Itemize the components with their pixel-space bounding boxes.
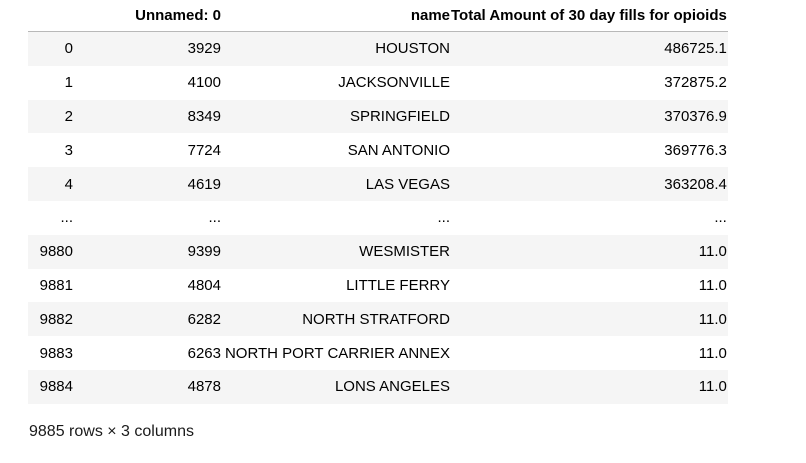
cell-total: 372875.2 bbox=[664, 74, 727, 92]
column-header-name: name bbox=[222, 0, 451, 32]
dataframe-shape-text: 9885 rows × 3 columns bbox=[29, 423, 194, 440]
table-row: 9882 6282 NORTH STRATFORD 11.0 bbox=[28, 302, 728, 337]
column-header-unnamed: Unnamed: 0 bbox=[73, 0, 222, 32]
cell-name: JACKSONVILLE bbox=[338, 74, 450, 92]
row-index: 9880 bbox=[39, 243, 73, 261]
row-index: 9882 bbox=[39, 310, 73, 328]
cell-total: 11.0 bbox=[698, 276, 727, 294]
index-header bbox=[28, 0, 73, 32]
table-row: 4 4619 LAS VEGAS 363208.4 bbox=[28, 167, 728, 201]
row-index: 4 bbox=[64, 175, 73, 193]
row-index: 9883 bbox=[39, 344, 73, 362]
dataframe-table: Unnamed: 0 name Total Amount of 30 day f… bbox=[28, 0, 728, 404]
cell-unnamed: 4804 bbox=[187, 276, 221, 294]
table-row: 9883 6263 NORTH PORT CARRIER ANNEX 11.0 bbox=[28, 336, 728, 370]
column-header-total: Total Amount of 30 day fills for opioids bbox=[451, 0, 728, 32]
row-index: 2 bbox=[64, 107, 73, 125]
cell-unnamed: 6263 bbox=[187, 344, 221, 362]
table-row: 3 7724 SAN ANTONIO 369776.3 bbox=[28, 133, 728, 168]
table-row: 9884 4878 LONS ANGELES 11.0 bbox=[28, 369, 728, 404]
cell-total: 11.0 bbox=[698, 378, 727, 396]
table-row: 2 8349 SPRINGFIELD 370376.9 bbox=[28, 99, 728, 134]
row-index: 1 bbox=[64, 74, 73, 92]
header-row: Unnamed: 0 name Total Amount of 30 day f… bbox=[28, 0, 728, 32]
dataframe-output: Unnamed: 0 name Total Amount of 30 day f… bbox=[28, 0, 728, 404]
cell-unnamed: 4878 bbox=[187, 378, 221, 396]
cell-total: 369776.3 bbox=[664, 141, 727, 159]
cell-total: 11.0 bbox=[698, 243, 727, 261]
cell-unnamed: 6282 bbox=[187, 310, 221, 328]
cell-unnamed: 7724 bbox=[187, 141, 221, 159]
row-index: ... bbox=[60, 209, 73, 227]
table-row: 9881 4804 LITTLE FERRY 11.0 bbox=[28, 268, 728, 303]
table-row: 1 4100 JACKSONVILLE 372875.2 bbox=[28, 65, 728, 100]
cell-name: NORTH PORT CARRIER ANNEX bbox=[224, 344, 450, 362]
cell-name: HOUSTON bbox=[375, 40, 450, 58]
cell-total: 11.0 bbox=[698, 310, 727, 328]
cell-name: LONS ANGELES bbox=[334, 378, 450, 396]
cell-unnamed: 4619 bbox=[187, 175, 221, 193]
cell-name: ... bbox=[437, 209, 450, 227]
ellipsis-row: ... ... ... ... bbox=[28, 200, 728, 235]
cell-total: 370376.9 bbox=[664, 107, 727, 125]
cell-unnamed: 8349 bbox=[187, 107, 221, 125]
cell-total: 363208.4 bbox=[664, 175, 727, 193]
cell-unnamed: 4100 bbox=[187, 74, 221, 92]
cell-name: LITTLE FERRY bbox=[346, 276, 450, 294]
row-index: 0 bbox=[64, 40, 73, 58]
row-index: 9884 bbox=[39, 378, 73, 396]
row-index: 9881 bbox=[39, 276, 73, 294]
cell-unnamed: 9399 bbox=[187, 243, 221, 261]
cell-name: LAS VEGAS bbox=[365, 175, 450, 193]
cell-name: SPRINGFIELD bbox=[349, 107, 450, 125]
cell-name: WESMISTER bbox=[359, 243, 450, 261]
cell-name: SAN ANTONIO bbox=[347, 141, 450, 159]
row-index: 3 bbox=[64, 141, 73, 159]
cell-unnamed: ... bbox=[208, 209, 221, 227]
table-row: 0 3929 HOUSTON 486725.1 bbox=[28, 31, 728, 66]
cell-name: NORTH STRATFORD bbox=[302, 310, 450, 328]
cell-total: ... bbox=[714, 209, 727, 227]
cell-total: 11.0 bbox=[698, 344, 727, 362]
table-row: 9880 9399 WESMISTER 11.0 bbox=[28, 234, 728, 269]
cell-total: 486725.1 bbox=[664, 40, 727, 58]
cell-unnamed: 3929 bbox=[187, 40, 221, 58]
